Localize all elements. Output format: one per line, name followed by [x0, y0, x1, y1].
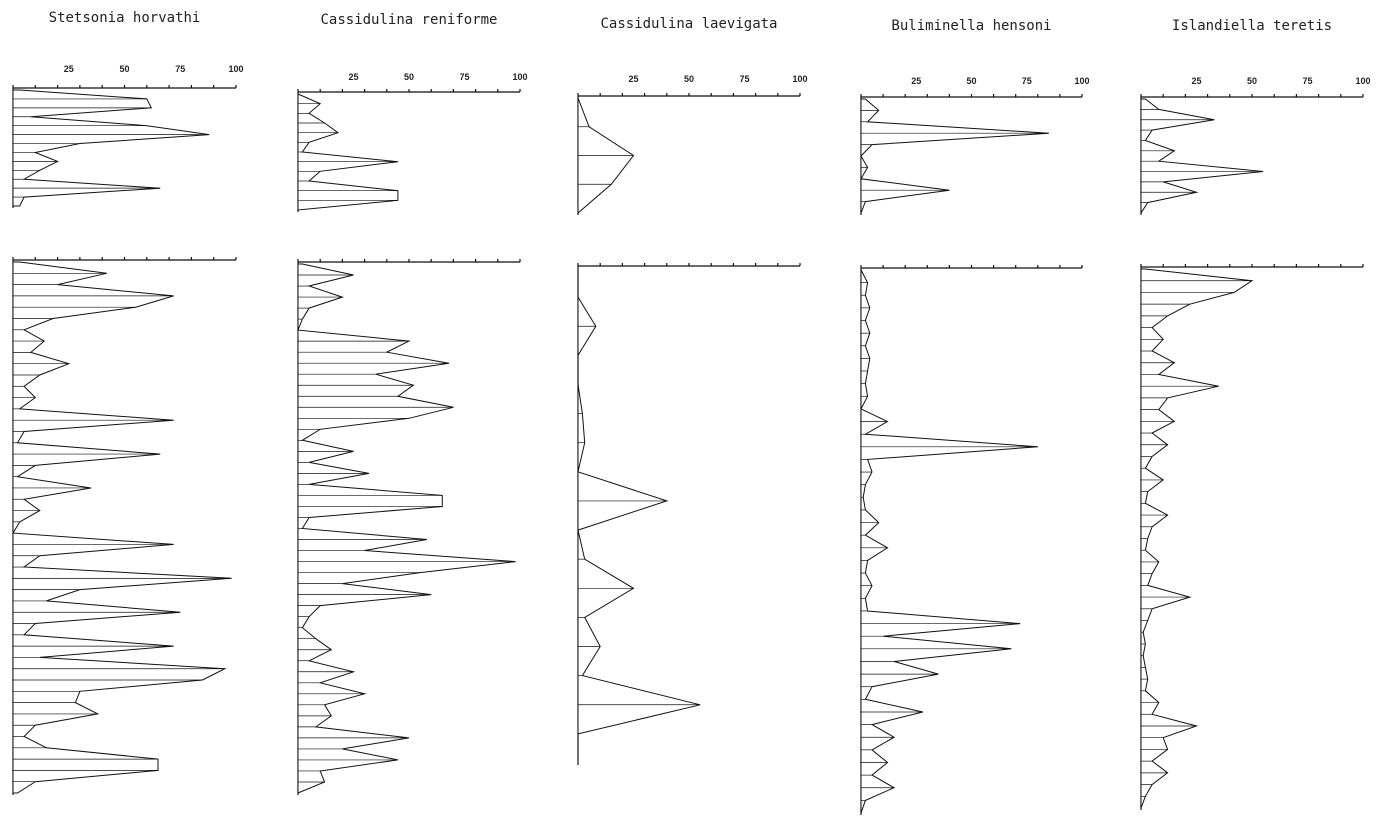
- x-tick-label: 100: [228, 64, 243, 74]
- abundance-profile: [297, 93, 399, 211]
- x-tick-label: 75: [739, 74, 749, 84]
- x-tick-label: 50: [119, 64, 129, 74]
- taxon-panel-5: Islandiella teretis 25 50 75 100: [1140, 18, 1371, 810]
- panel-title: Cassidulina laevigata: [600, 16, 777, 32]
- x-tick-label: 100: [1355, 76, 1370, 86]
- lower-section: [297, 259, 521, 795]
- upper-section: [297, 89, 521, 212]
- panel-title: Islandiella teretis: [1172, 18, 1332, 34]
- x-tick-label: 100: [512, 72, 527, 82]
- x-tick-label: 25: [911, 76, 921, 86]
- x-tick-label: 75: [175, 64, 185, 74]
- taxon-panel-4: Buliminella hensoni 25 50 75 100: [860, 18, 1090, 815]
- lower-section: [860, 265, 1083, 815]
- x-tick-label: 100: [792, 74, 807, 84]
- upper-section: [577, 93, 801, 215]
- panel-title: Cassidulina reniforme: [320, 12, 497, 28]
- abundance-profile: [860, 98, 1049, 214]
- abundance-profile: [12, 261, 232, 794]
- abundance-profile: [1140, 98, 1264, 215]
- abundance-profile: [577, 268, 701, 763]
- abundance-profile: [297, 263, 516, 794]
- upper-section: [860, 94, 1083, 215]
- x-tick-label: 25: [628, 74, 638, 84]
- x-tick-label: 75: [1022, 76, 1032, 86]
- lower-section: [1140, 264, 1364, 810]
- panel-title: Buliminella hensoni: [891, 18, 1051, 34]
- x-tick-label: 50: [966, 76, 976, 86]
- taxon-panel-3: Cassidulina laevigata 25 50 75 100: [577, 16, 808, 765]
- upper-section: [12, 85, 237, 208]
- taxon-panel-1: Stetsonia horvathi 25 50 75 100: [12, 10, 244, 795]
- x-tick-label: 50: [684, 74, 694, 84]
- abundance-profile: [860, 269, 1038, 814]
- x-tick-label: 25: [64, 64, 74, 74]
- x-tick-label: 50: [1247, 76, 1257, 86]
- taxon-panel-2: Cassidulina reniforme 25 50 75 100: [297, 12, 528, 795]
- x-tick-label: 25: [1191, 76, 1201, 86]
- lower-section: [12, 257, 237, 795]
- x-tick-label: 75: [459, 72, 469, 82]
- abundance-profile: [1140, 268, 1254, 809]
- x-tick-label: 100: [1074, 76, 1089, 86]
- x-tick-label: 25: [348, 72, 358, 82]
- lower-section: [577, 263, 801, 765]
- abundance-profile: [12, 89, 210, 207]
- x-tick-label: 75: [1302, 76, 1312, 86]
- panel-title: Stetsonia horvathi: [49, 10, 201, 26]
- x-tick-label: 50: [404, 72, 414, 82]
- upper-section: [1140, 94, 1364, 215]
